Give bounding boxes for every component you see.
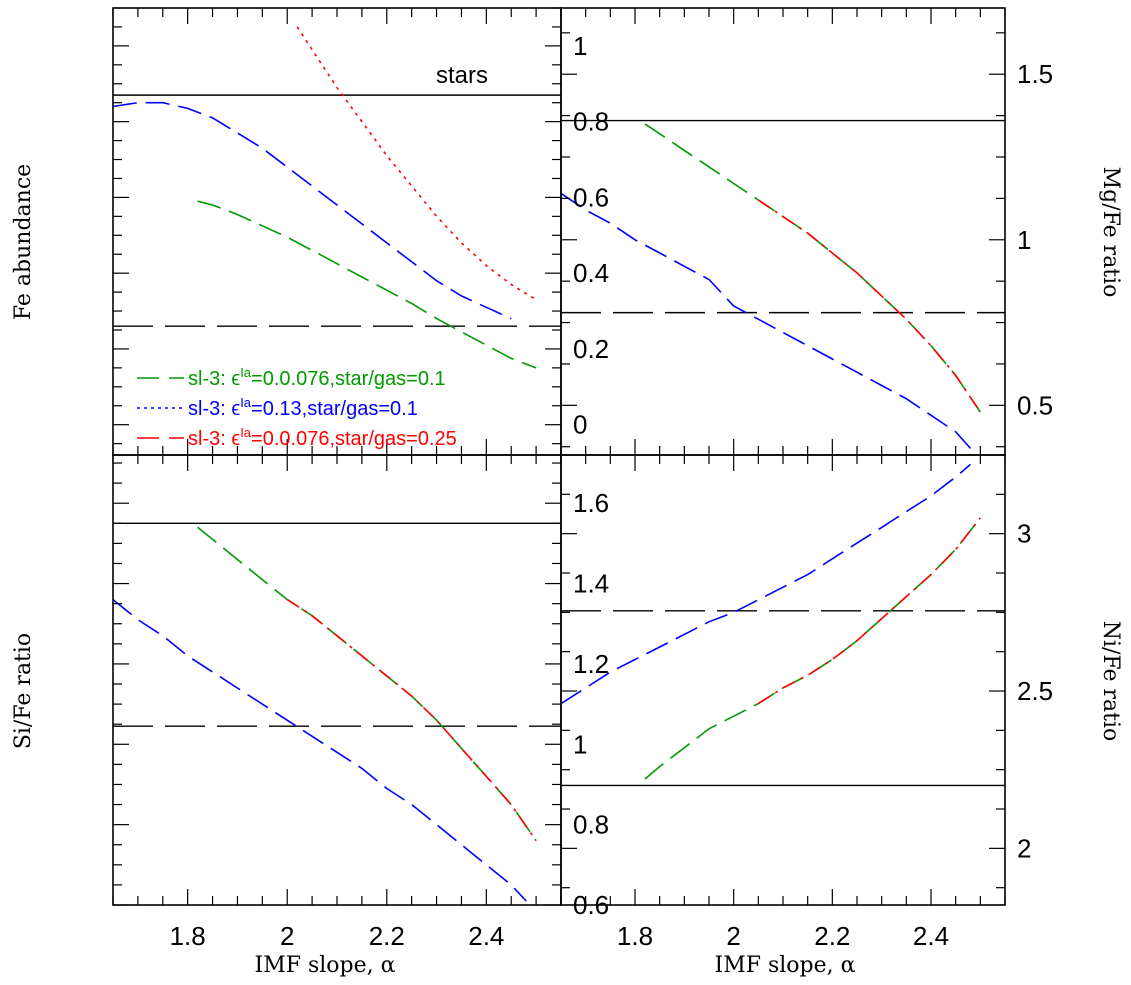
fe-y-tick-label: 0.6	[573, 182, 609, 212]
x-axis-title-right: IMF slope, α	[715, 953, 856, 978]
si-ylabel: Si/Fe ratio	[11, 633, 36, 749]
mg-y-tick-label: 0.5	[1017, 390, 1053, 420]
ni-series-red	[757, 517, 981, 705]
si-y-tick-label: 0.6	[573, 890, 609, 920]
si-x-tick-label: 2.2	[369, 921, 405, 951]
ni-ylabel: Ni/Fe ratio	[1098, 621, 1123, 742]
data-lines-layer	[112, 26, 1005, 902]
si-y-tick-label: 1	[573, 729, 587, 759]
ni-y-tick-label: 2.5	[1017, 676, 1053, 706]
fe-y-tick-label: 0.8	[573, 107, 609, 137]
si-x-tick-label: 2.4	[468, 921, 504, 951]
si-series-red	[286, 598, 537, 842]
fe-series-green	[197, 200, 537, 369]
si-y-tick-label: 1.6	[573, 488, 609, 518]
si-series-green	[197, 526, 537, 842]
legend: sl-3: ϵIa=0.0.076,star/gas=0.1 sl-3: ϵIa=…	[137, 365, 457, 450]
fe-y-tick-label: 0.4	[573, 258, 609, 288]
legend-label-green-dash: sl-3: ϵIa=0.0.076,star/gas=0.1	[188, 365, 446, 390]
fe-y-tick-label: 0	[573, 410, 587, 440]
ni-series-green	[644, 517, 981, 780]
legend-label-red-dash: sl-3: ϵIa=0.0.076,star/gas=0.25	[188, 425, 457, 450]
mg-series-green	[644, 123, 981, 413]
mg-panel-frame	[560, 7, 1006, 456]
ni-panel-frame	[560, 454, 1006, 906]
x-axis-title-left: IMF slope, α	[255, 953, 396, 978]
si-x-tick-label: 1.8	[170, 921, 206, 951]
ni-x-tick-label: 1.8	[617, 921, 653, 951]
si-y-tick-label: 1.2	[573, 649, 609, 679]
mg-ylabel: Mg/Fe ratio	[1098, 167, 1123, 298]
ni-x-tick-label: 2.4	[913, 921, 949, 951]
panel-frames-layer	[112, 7, 1006, 906]
stars-annotation: stars	[436, 62, 488, 89]
fe-ylabel: Fe abundance	[11, 164, 36, 320]
fe-y-tick-label: 0.2	[573, 334, 609, 364]
ni-y-tick-label: 3	[1017, 519, 1031, 549]
mg-series-red	[757, 199, 981, 413]
fe-y-tick-label: 1	[573, 31, 587, 61]
legend-label-blue-dot: sl-3: ϵIa=0.13,star/gas=0.1	[188, 395, 418, 420]
ni-series-blue	[560, 463, 972, 705]
si-series-blue	[112, 598, 527, 902]
mg-series-blue	[560, 192, 972, 449]
si-y-tick-label: 0.8	[573, 810, 609, 840]
fe-series-blue	[112, 101, 512, 320]
si-x-tick-label: 2	[280, 921, 294, 951]
ni-x-tick-label: 2.2	[814, 921, 850, 951]
labels-layer: Fe abundance Si/Fe ratio Mg/Fe ratio Ni/…	[11, 31, 1123, 978]
ni-x-tick-label: 2	[726, 921, 740, 951]
fe-series-red	[296, 26, 537, 301]
mg-y-tick-label: 1	[1017, 225, 1031, 255]
mg-y-tick-label: 1.5	[1017, 59, 1053, 89]
si-y-tick-label: 1.4	[573, 569, 609, 599]
ni-y-tick-label: 2	[1017, 833, 1031, 863]
si-panel-frame	[112, 454, 562, 906]
